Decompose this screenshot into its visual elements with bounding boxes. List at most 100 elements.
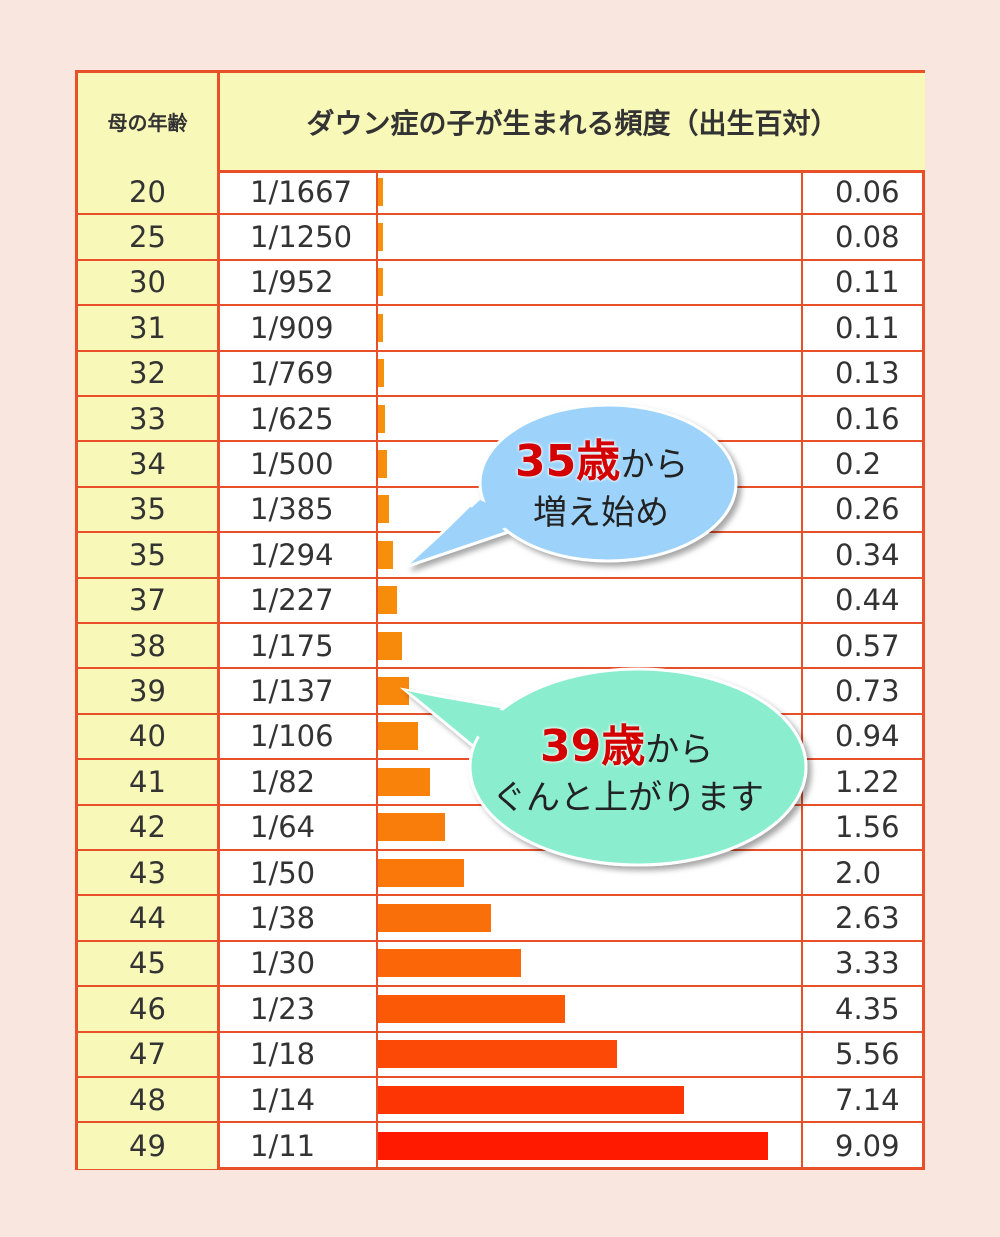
header-mother-age: 母の年齢 bbox=[78, 73, 220, 173]
bar bbox=[378, 904, 491, 933]
fraction-cell: 1/500 bbox=[220, 442, 378, 486]
bar-cell bbox=[378, 1032, 803, 1076]
table-row: 47 1/18 5.56 bbox=[78, 1032, 922, 1078]
table-row: 38 1/175 0.57 bbox=[78, 624, 922, 670]
age-cell: 32 bbox=[78, 351, 220, 395]
fraction-cell: 1/175 bbox=[220, 624, 378, 668]
bar bbox=[378, 994, 565, 1023]
age-cell: 43 bbox=[78, 851, 220, 895]
bar-cell bbox=[378, 397, 803, 441]
callout-35-line1: 35歳から bbox=[515, 425, 688, 489]
fraction-cell: 1/137 bbox=[220, 669, 378, 713]
bar bbox=[378, 1040, 617, 1069]
value-cell: 0.26 bbox=[835, 492, 900, 527]
bar-cell bbox=[378, 987, 803, 1031]
fraction-cell: 1/64 bbox=[220, 805, 378, 849]
age-cell: 35 bbox=[78, 533, 220, 577]
fraction-cell: 1/11 bbox=[220, 1123, 378, 1169]
bar-cell bbox=[378, 215, 803, 259]
callout-39-line2: ぐんと上がります bbox=[492, 778, 764, 818]
bar bbox=[378, 177, 383, 206]
bar-cell bbox=[378, 260, 803, 305]
bar-cell bbox=[378, 1078, 803, 1122]
age-cell: 40 bbox=[78, 714, 220, 759]
bar-cell bbox=[378, 851, 803, 895]
bar-cell bbox=[378, 896, 803, 940]
callout-35-bubble bbox=[406, 403, 738, 568]
table-row: 48 1/14 7.14 bbox=[78, 1078, 922, 1124]
value-cell: 0.94 bbox=[835, 719, 900, 754]
bar-cell bbox=[378, 351, 803, 395]
value-cell: 0.16 bbox=[835, 401, 900, 436]
fraction-cell: 1/23 bbox=[220, 987, 378, 1031]
bar-cell bbox=[378, 1123, 803, 1169]
age-cell: 33 bbox=[78, 397, 220, 441]
table-row: 30 1/952 0.11 bbox=[78, 260, 922, 307]
callout-35-kara: から bbox=[620, 445, 689, 485]
bar-cell bbox=[378, 306, 803, 350]
header-title: ダウン症の子が生まれる頻度（出生百対） bbox=[220, 73, 925, 173]
bar-cell bbox=[378, 714, 803, 759]
table-row: 31 1/909 0.11 bbox=[78, 306, 922, 352]
age-cell: 45 bbox=[78, 941, 220, 986]
value-cell: 0.06 bbox=[835, 174, 900, 209]
fraction-cell: 1/952 bbox=[220, 260, 378, 305]
value-cell: 2.0 bbox=[835, 855, 882, 890]
bar bbox=[378, 540, 393, 569]
fraction-cell: 1/1667 bbox=[220, 170, 378, 214]
age-cell: 20 bbox=[78, 170, 220, 214]
bar bbox=[378, 813, 445, 842]
bar bbox=[378, 1132, 768, 1161]
fraction-cell: 1/18 bbox=[220, 1032, 378, 1076]
table-row: 49 1/11 9.09 bbox=[78, 1123, 922, 1169]
age-cell: 48 bbox=[78, 1078, 220, 1122]
bar bbox=[378, 359, 384, 388]
callout-39-age: 39歳 bbox=[540, 721, 646, 772]
value-cell: 5.56 bbox=[835, 1037, 900, 1072]
value-cell: 0.2 bbox=[835, 447, 882, 482]
age-cell: 30 bbox=[78, 260, 220, 305]
bar-cell bbox=[378, 805, 803, 849]
fraction-cell: 1/227 bbox=[220, 578, 378, 622]
bar bbox=[378, 268, 383, 297]
value-cell: 0.11 bbox=[835, 310, 900, 345]
fraction-cell: 1/14 bbox=[220, 1078, 378, 1122]
callout-35-age: 35歳 bbox=[515, 436, 621, 487]
callout-39-bubble bbox=[399, 667, 808, 867]
fraction-cell: 1/294 bbox=[220, 533, 378, 577]
value-cell: 3.33 bbox=[835, 946, 900, 981]
table-row: 43 1/50 2.0 bbox=[78, 851, 922, 897]
age-cell: 25 bbox=[78, 215, 220, 259]
bar-cell bbox=[378, 941, 803, 986]
callout-39-kara: から bbox=[645, 730, 714, 770]
value-cell: 0.34 bbox=[835, 537, 900, 572]
bar bbox=[378, 495, 390, 524]
bar bbox=[378, 722, 419, 751]
bar bbox=[378, 949, 521, 978]
table-row: 34 1/500 0.2 bbox=[78, 442, 922, 488]
value-cell: 0.13 bbox=[835, 356, 900, 391]
table-row: 32 1/769 0.13 bbox=[78, 351, 922, 397]
table-row: 44 1/38 2.63 bbox=[78, 896, 922, 942]
age-cell: 49 bbox=[78, 1123, 220, 1169]
value-cell: 2.63 bbox=[835, 901, 900, 936]
age-cell: 39 bbox=[78, 669, 220, 713]
value-cell: 0.73 bbox=[835, 674, 900, 709]
fraction-cell: 1/30 bbox=[220, 941, 378, 986]
bar bbox=[378, 767, 431, 796]
fraction-cell: 1/625 bbox=[220, 397, 378, 441]
fraction-cell: 1/1250 bbox=[220, 215, 378, 259]
fraction-cell: 1/50 bbox=[220, 851, 378, 895]
bar bbox=[378, 404, 385, 433]
callout-39-line1: 39歳から bbox=[540, 710, 713, 774]
bar-cell bbox=[378, 624, 803, 668]
fraction-cell: 1/38 bbox=[220, 896, 378, 940]
bar bbox=[378, 858, 464, 887]
value-cell: 0.44 bbox=[835, 583, 900, 618]
bar bbox=[378, 1085, 685, 1114]
table-row: 20 1/1667 0.06 bbox=[78, 170, 922, 216]
bar-cell bbox=[378, 487, 803, 532]
table-row: 37 1/227 0.44 bbox=[78, 578, 922, 624]
value-cell: 0.11 bbox=[835, 265, 900, 300]
bar bbox=[378, 223, 383, 252]
